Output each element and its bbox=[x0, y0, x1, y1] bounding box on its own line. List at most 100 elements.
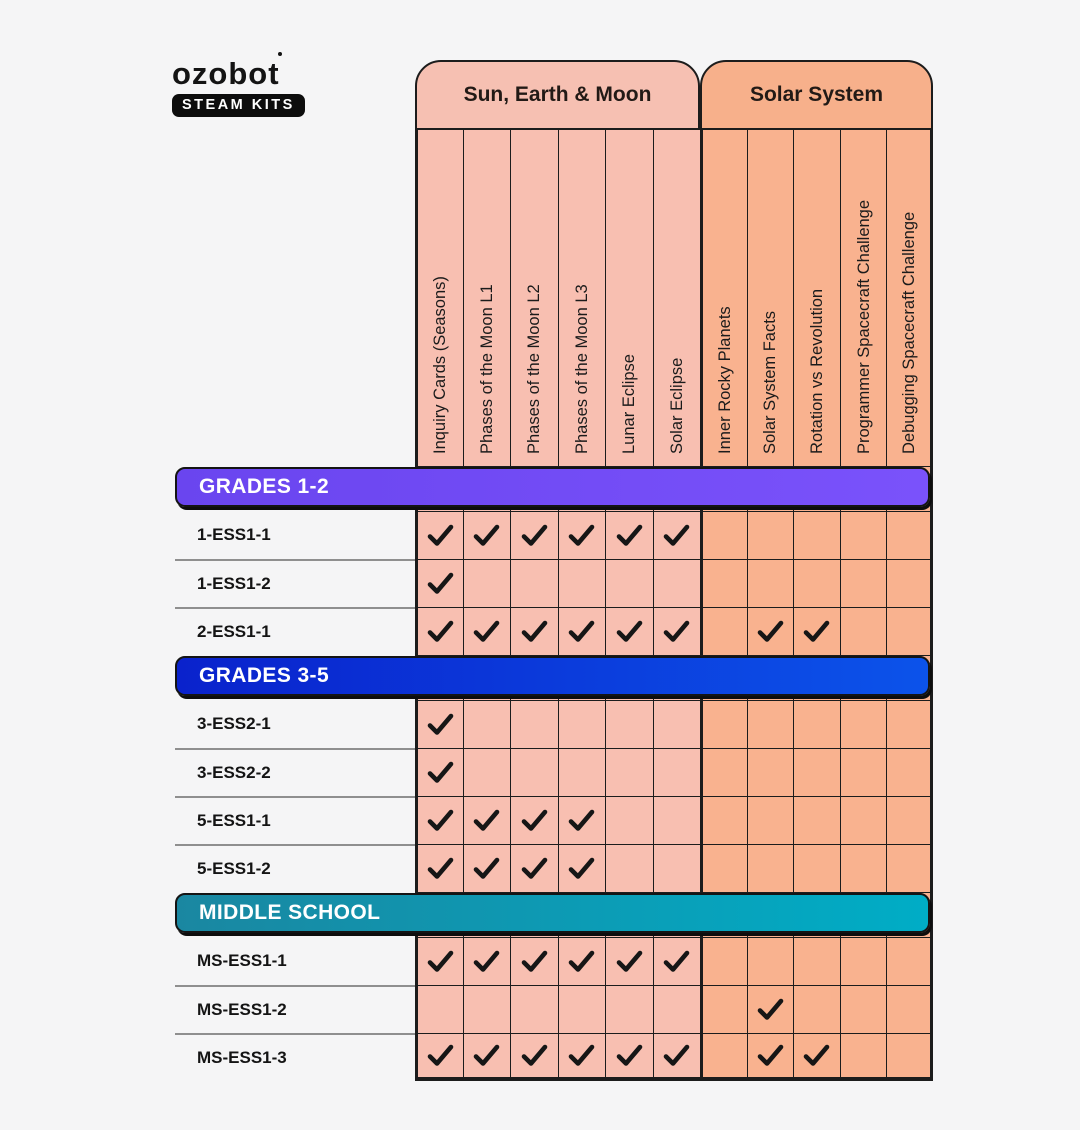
matrix-cell bbox=[462, 511, 510, 559]
matrix-cell bbox=[746, 607, 794, 655]
matrix-cell bbox=[510, 748, 558, 796]
matrix-cell bbox=[839, 985, 887, 1033]
check-icon bbox=[757, 620, 784, 642]
standard-row: MS-ESS1-3 bbox=[175, 1033, 933, 1081]
check-icon bbox=[663, 950, 690, 972]
matrix-cell bbox=[415, 700, 463, 748]
matrix-cell bbox=[886, 844, 933, 892]
check-icon bbox=[473, 857, 500, 879]
column-header-row: Inquiry Cards (Seasons) Phases of the Moo… bbox=[175, 130, 933, 466]
matrix-cell bbox=[839, 937, 887, 985]
matrix-cell bbox=[839, 844, 887, 892]
matrix-cell bbox=[700, 607, 747, 655]
check-icon bbox=[521, 950, 548, 972]
check-icon bbox=[663, 1044, 690, 1066]
standard-row: 3-ESS2-2 bbox=[175, 748, 933, 796]
standard-row: 1-ESS1-2 bbox=[175, 559, 933, 607]
check-icon bbox=[521, 524, 548, 546]
matrix-cell bbox=[557, 748, 605, 796]
matrix-cell bbox=[746, 700, 794, 748]
matrix-cell bbox=[415, 607, 463, 655]
section-banner-row: GRADES 3-5 bbox=[175, 655, 933, 700]
check-icon bbox=[473, 1044, 500, 1066]
matrix-cell bbox=[510, 511, 558, 559]
column-header: Phases of the Moon L2 bbox=[510, 130, 558, 466]
check-icon bbox=[521, 620, 548, 642]
matrix-cell bbox=[746, 511, 794, 559]
matrix-cell bbox=[652, 559, 700, 607]
section-banner-row: MIDDLE SCHOOL bbox=[175, 892, 933, 937]
matrix-cell bbox=[652, 511, 700, 559]
matrix-cell bbox=[746, 844, 794, 892]
check-icon bbox=[521, 1044, 548, 1066]
label-spacer bbox=[175, 60, 415, 130]
matrix-cell bbox=[462, 796, 510, 844]
matrix-cell bbox=[886, 559, 933, 607]
standard-row: MS-ESS1-2 bbox=[175, 985, 933, 1033]
column-header-label: Programmer Spacecraft Challenge bbox=[854, 199, 873, 454]
matrix-cell bbox=[462, 559, 510, 607]
matrix-cell bbox=[510, 937, 558, 985]
matrix-cell bbox=[557, 700, 605, 748]
matrix-cell bbox=[605, 700, 653, 748]
matrix-cell bbox=[605, 1033, 653, 1081]
check-icon bbox=[427, 713, 454, 735]
matrix-cell bbox=[557, 559, 605, 607]
matrix-cell bbox=[605, 511, 653, 559]
row-label: MS-ESS1-1 bbox=[197, 951, 287, 970]
matrix-cell bbox=[510, 559, 558, 607]
matrix-cell bbox=[415, 796, 463, 844]
matrix-cell bbox=[700, 844, 747, 892]
check-icon bbox=[427, 572, 454, 594]
check-icon bbox=[616, 950, 643, 972]
standard-row: MS-ESS1-1 bbox=[175, 937, 933, 985]
matrix-cell bbox=[886, 700, 933, 748]
alignment-matrix-table: Sun, Earth & Moon Solar System Inquiry Car… bbox=[175, 60, 933, 1081]
matrix-cell bbox=[793, 844, 840, 892]
matrix-cell bbox=[746, 985, 794, 1033]
matrix-cell bbox=[700, 937, 747, 985]
check-icon bbox=[757, 998, 784, 1020]
column-header-label: Solar System Facts bbox=[761, 310, 780, 454]
matrix-cell bbox=[886, 1033, 933, 1081]
matrix-cell bbox=[886, 796, 933, 844]
check-icon bbox=[568, 950, 595, 972]
matrix-cell bbox=[700, 559, 747, 607]
matrix-cell bbox=[886, 607, 933, 655]
matrix-cell bbox=[462, 607, 510, 655]
column-group-header: Sun, Earth & Moon bbox=[415, 60, 700, 130]
matrix-cell bbox=[557, 844, 605, 892]
matrix-cell bbox=[700, 796, 747, 844]
check-icon bbox=[473, 524, 500, 546]
matrix-cell bbox=[652, 700, 700, 748]
matrix-cell bbox=[746, 1033, 794, 1081]
check-icon bbox=[427, 761, 454, 783]
row-label: MS-ESS1-3 bbox=[175, 1033, 415, 1081]
matrix-cell bbox=[886, 985, 933, 1033]
check-icon bbox=[568, 1044, 595, 1066]
matrix-cell bbox=[510, 796, 558, 844]
check-icon bbox=[616, 1044, 643, 1066]
row-label: 2-ESS1-1 bbox=[175, 607, 415, 655]
matrix-cell bbox=[510, 700, 558, 748]
matrix-cell bbox=[462, 700, 510, 748]
matrix-cell bbox=[793, 607, 840, 655]
row-label: 3-ESS2-2 bbox=[175, 748, 415, 796]
matrix-cell bbox=[652, 796, 700, 844]
matrix-cell bbox=[415, 559, 463, 607]
matrix-cell bbox=[415, 511, 463, 559]
matrix-cell bbox=[746, 748, 794, 796]
column-header: Inner Rocky Planets bbox=[700, 130, 747, 466]
check-icon bbox=[568, 620, 595, 642]
matrix-cell bbox=[886, 937, 933, 985]
matrix-cell bbox=[415, 985, 463, 1033]
column-group-header-row: Sun, Earth & Moon Solar System bbox=[175, 60, 933, 130]
check-icon bbox=[616, 620, 643, 642]
matrix-cell bbox=[793, 937, 840, 985]
row-label: MS-ESS1-2 bbox=[175, 985, 415, 1033]
column-header-label: Debugging Spacecraft Challenge bbox=[899, 211, 918, 454]
matrix-cell bbox=[605, 607, 653, 655]
matrix-cell bbox=[510, 844, 558, 892]
row-label: 5-ESS1-1 bbox=[175, 796, 415, 844]
